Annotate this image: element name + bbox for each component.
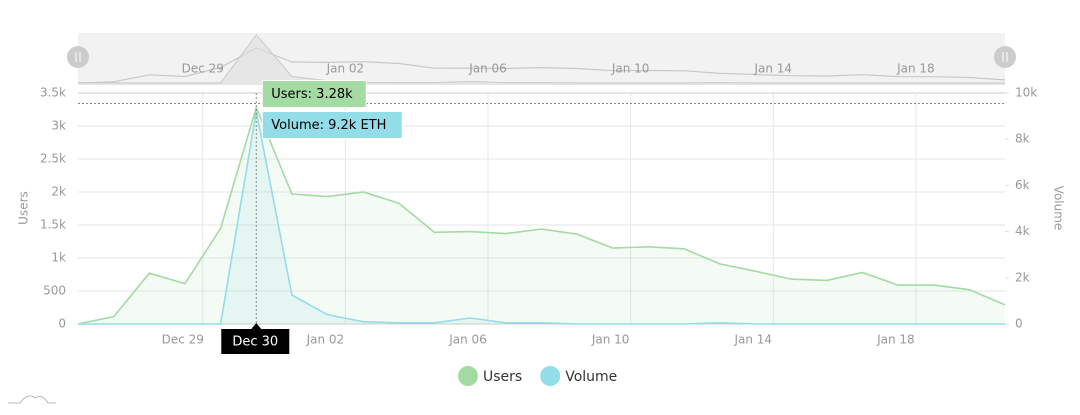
navigator xyxy=(67,34,1016,85)
x-tick-label: Dec 29 xyxy=(162,333,204,347)
crosshair-label-bg xyxy=(221,329,290,354)
y-tick-label: 0 xyxy=(58,317,66,331)
x-tick-label: Jan 02 xyxy=(306,333,345,347)
navigator-handle[interactable] xyxy=(994,46,1016,68)
y-tick-label: 3k xyxy=(51,119,66,133)
crosshair-label-pointer xyxy=(251,323,262,329)
navigator-tick-label: Jan 02 xyxy=(326,62,365,76)
navigator-tick-label: Jan 06 xyxy=(468,62,507,76)
y-tick-label: 2.5k xyxy=(40,152,66,166)
tooltip-box xyxy=(261,80,367,109)
legend-label: Users xyxy=(483,369,522,385)
area-fill xyxy=(78,111,1005,324)
navigator-tick-label: Jan 10 xyxy=(611,62,650,76)
area-fill xyxy=(78,107,1005,324)
logo xyxy=(8,395,56,404)
y2-tick-label: 6k xyxy=(1015,178,1030,192)
series-line xyxy=(77,105,1006,325)
plot xyxy=(77,92,1009,325)
y-tick-label: 500 xyxy=(43,284,66,298)
navigator-background xyxy=(78,33,1005,85)
navigator-tick-label: Jan 14 xyxy=(753,62,792,76)
tooltip-box xyxy=(261,110,403,139)
y2-axis-title: Volume xyxy=(1052,186,1066,231)
y-tick-label: 1k xyxy=(51,251,66,265)
y2-tick-label: 4k xyxy=(1015,224,1030,238)
y-tick-label: 3.5k xyxy=(40,86,66,100)
y2-tick-label: 10k xyxy=(1015,86,1037,100)
y-axis-title: Users xyxy=(17,191,31,225)
navigator-tick-label: Dec 29 xyxy=(182,62,224,76)
y-tick-label: 2k xyxy=(51,185,66,199)
y-tick-label: 1.5k xyxy=(40,218,66,232)
navigator-tick-label: Jan 18 xyxy=(896,62,935,76)
x-tick-label: Jan 18 xyxy=(876,333,915,347)
legend-swatch xyxy=(458,366,478,386)
x-tick-label: Jan 06 xyxy=(448,333,487,347)
x-tick-label: Jan 14 xyxy=(733,333,772,347)
y2-tick-label: 0 xyxy=(1015,317,1023,331)
tooltip-text: Users: 3.28k xyxy=(271,87,353,102)
crosshair-label: Dec 30 xyxy=(232,335,278,350)
series-line xyxy=(78,111,1005,325)
navigator-line xyxy=(77,47,1006,84)
y2-tick-label: 8k xyxy=(1015,132,1030,146)
legend-label: Volume xyxy=(565,369,617,385)
navigator-handle[interactable] xyxy=(67,46,89,68)
tooltip-text: Volume: 9.2k ETH xyxy=(271,118,386,133)
y2-tick-label: 2k xyxy=(1015,270,1030,284)
x-tick-label: Jan 10 xyxy=(591,333,630,347)
navigator-area xyxy=(78,35,1005,85)
legend-swatch xyxy=(540,366,561,386)
